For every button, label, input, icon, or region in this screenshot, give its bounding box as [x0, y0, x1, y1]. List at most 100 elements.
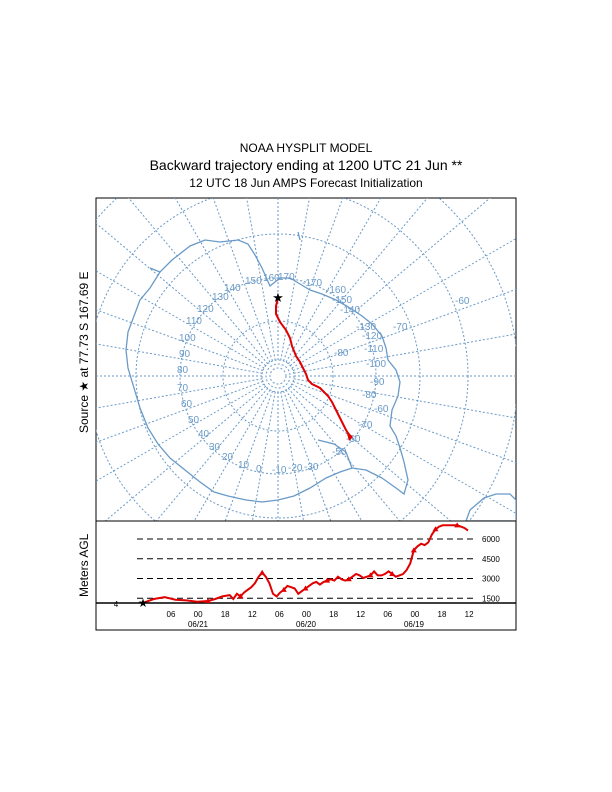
- lon-label: 120: [197, 304, 214, 315]
- height-level-label: 4500: [482, 555, 500, 564]
- lon-label: 80: [177, 365, 189, 376]
- lon-label: -150: [332, 295, 352, 306]
- lon-label: -130: [356, 322, 376, 333]
- map-trajectory: ★: [272, 291, 353, 441]
- lon-label: 70: [177, 383, 189, 394]
- lon-label: -20: [288, 463, 303, 474]
- lon-label: 40: [198, 429, 210, 440]
- lon-label: -60: [455, 296, 470, 307]
- lon-label: -120: [362, 331, 382, 342]
- time-tick-label: 18: [438, 610, 447, 619]
- lon-label: 10: [238, 460, 250, 471]
- date-labels: 06/21 06/20 06/19: [188, 620, 425, 629]
- lon-label: -70: [393, 322, 408, 333]
- title-line-1: NOAA HYSPLIT MODEL: [240, 141, 373, 155]
- height-level-label: 1500: [482, 594, 500, 603]
- lon-label: -140: [340, 305, 360, 316]
- trajectory-path: [275, 297, 351, 437]
- time-tick-label: 00: [302, 610, 311, 619]
- meridian-line: [287, 198, 429, 365]
- height-series-line: [142, 524, 469, 604]
- meridian-line: [283, 198, 344, 362]
- time-tick-label: 18: [221, 610, 230, 619]
- height-point-marker: [280, 586, 287, 592]
- lon-label: -170: [302, 278, 322, 289]
- title-line-2: Backward trajectory ending at 1200 UTC 2…: [150, 157, 463, 173]
- map-panel: -60 -70 -80 -90 -100 -110 -120 -130 -140…: [95, 197, 517, 522]
- date-label: 06/19: [404, 620, 425, 629]
- lat-label: -60: [374, 404, 389, 415]
- lon-label: 30: [209, 442, 221, 453]
- height-point-marker: [237, 593, 244, 599]
- meridian-line: [287, 387, 401, 521]
- time-tick-label: 06: [167, 610, 176, 619]
- height-point-marker: [432, 526, 439, 532]
- lat-label: -70: [358, 420, 373, 431]
- date-label: 06/20: [296, 620, 317, 629]
- meridian-line: [96, 309, 264, 371]
- meridian-line: [104, 385, 267, 521]
- lon-label: -60: [346, 434, 361, 445]
- meridian-line: [96, 381, 264, 443]
- height-point-marker: [454, 522, 461, 528]
- lon-label: -50: [332, 447, 347, 458]
- lon-label: 60: [181, 399, 193, 410]
- time-tick-label: 18: [329, 610, 338, 619]
- time-tick-label: 00: [194, 610, 203, 619]
- time-tick-label: 00: [410, 610, 419, 619]
- map-labels: -60 -70 -80 -90 -100 -110 -120 -130 -140…: [177, 272, 470, 476]
- date-label: 06/21: [188, 620, 209, 629]
- meridian-line: [96, 378, 263, 409]
- meridian-line: [289, 198, 491, 367]
- meridian-line: [285, 198, 382, 363]
- meridian-line: [292, 381, 516, 464]
- lat-label: -80: [334, 348, 349, 359]
- meridian-line: [96, 383, 265, 482]
- lon-label: 160: [263, 273, 280, 284]
- meridian-line: [293, 333, 516, 374]
- lon-label: -90: [370, 377, 385, 388]
- meridian-line: [291, 383, 516, 514]
- height-point-marker: [345, 576, 352, 582]
- height-level-label: 3000: [482, 575, 500, 584]
- lon-label: -100: [366, 359, 386, 370]
- time-tick-label: 12: [248, 610, 257, 619]
- height-panel: 6000 4500 3000 1500 4 06 00 18 12 06 00 18 12 06 00 1…: [95, 520, 517, 631]
- meridian-line: [280, 391, 305, 521]
- time-tick-label: 06: [275, 610, 284, 619]
- lon-label: 0: [256, 464, 262, 475]
- lon-label: 90: [179, 349, 191, 360]
- lon-label: 50: [188, 415, 200, 426]
- lon-label: 20: [222, 452, 234, 463]
- map-graticule: [96, 198, 516, 521]
- lon-label: -160: [326, 285, 346, 296]
- meridian-line: [127, 198, 269, 365]
- meridian-line: [155, 387, 269, 521]
- height-reference-lines: [137, 538, 475, 599]
- time-tick-label: 06: [383, 610, 392, 619]
- lon-label: 130: [212, 292, 229, 303]
- lon-label: 140: [224, 283, 241, 294]
- height-point-marker: [205, 598, 211, 604]
- height-frame: [95, 520, 517, 631]
- lon-label: -80: [362, 390, 377, 401]
- lon-label: -110: [364, 344, 384, 355]
- height-point-marker: [302, 585, 309, 591]
- start-height-label: 4: [114, 600, 119, 609]
- y-axis-label: Meters AGL: [77, 533, 91, 597]
- meridian-line: [193, 389, 271, 521]
- meridian-line: [96, 270, 265, 369]
- meridian-line: [174, 198, 271, 363]
- height-point-marker: [324, 577, 331, 583]
- meridian-line: [224, 390, 273, 521]
- height-point-marker: [410, 547, 417, 553]
- height-point-marker: [259, 569, 266, 575]
- meridian-line: [283, 390, 332, 521]
- meridian-line: [251, 391, 276, 521]
- meridian-line: [289, 385, 452, 521]
- meridian-line: [96, 222, 267, 367]
- coastline: [125, 231, 516, 521]
- lon-label: 100: [179, 333, 196, 344]
- time-tick-label: 12: [356, 610, 365, 619]
